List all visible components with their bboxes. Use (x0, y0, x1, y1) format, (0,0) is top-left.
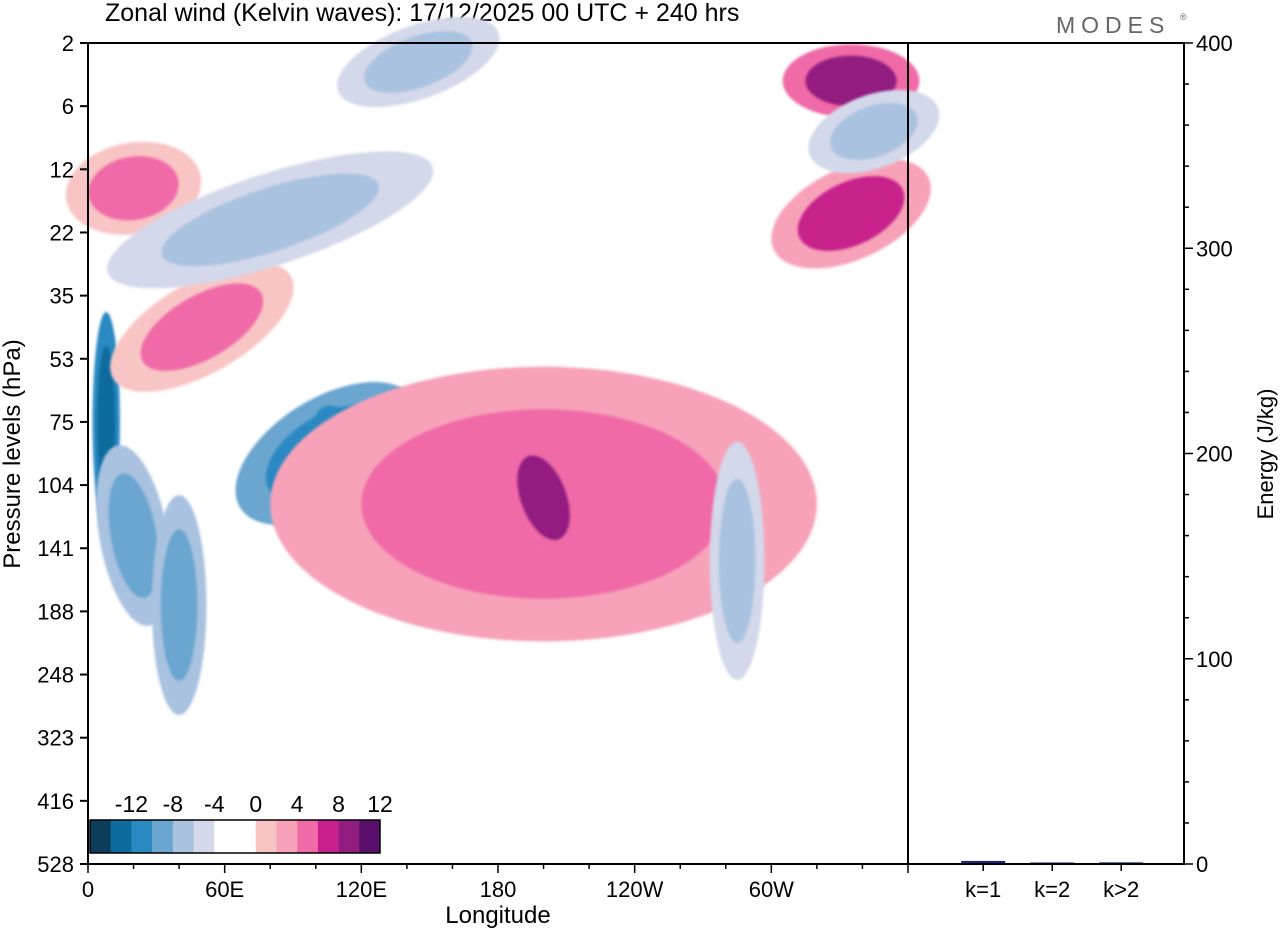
colorbar-swatch (235, 820, 257, 853)
pressure-tick-label: 104 (37, 473, 74, 498)
pressure-tick-label: 35 (50, 284, 74, 309)
energy-panel: k=1 k=2 k>2 0 100 200 300 400 (907, 31, 1233, 902)
energy-tick-label: 0 (1196, 852, 1208, 877)
contour-core-2 (160, 529, 198, 681)
pressure-tick-label: 6 (62, 94, 74, 119)
longitude-tick-label: 60E (205, 877, 244, 902)
colorbar-swatch (193, 820, 215, 853)
colorbar-swatch (131, 820, 153, 853)
colorbar-label: 4 (291, 791, 304, 817)
contour-layer (65, 16, 940, 715)
pressure-tick-label: 188 (37, 599, 74, 624)
energy-bars: k=1 k=2 k>2 (961, 860, 1144, 902)
colorbar-swatch (172, 820, 194, 853)
energy-tick-label: 300 (1196, 236, 1233, 261)
longitude-tick-label: 120W (606, 877, 664, 902)
contour-core-1 (108, 473, 159, 598)
longitude-tick-label: 180 (480, 877, 517, 902)
energy-frame (907, 42, 1185, 865)
longitude-pressure-panel: -12 -8 -4 0 4 8 12 2 6 12 22 35 53 75 104 141 188 248 323… (37, 16, 940, 902)
contour-core-7 (718, 478, 756, 643)
brand-logo: MODES (1056, 12, 1170, 38)
pressure-axis: 2 6 12 22 35 53 75 104 141 188 248 323 416 528 (37, 31, 88, 877)
contour-core-9 (88, 156, 179, 221)
colorbar-swatch (359, 820, 381, 853)
colorbar-swatch (152, 820, 174, 853)
pressure-tick-label: 323 (37, 726, 74, 751)
colorbar-label: -12 (115, 791, 148, 817)
energy-bar-label: k>2 (1103, 877, 1139, 902)
energy-tick-label: 400 (1196, 31, 1233, 56)
longitude-axis: 0 60E 120E 180 120W 60W (82, 864, 909, 902)
brand-registered-mark: ® (1180, 12, 1187, 22)
energy-bar (961, 860, 1006, 864)
pressure-tick-label: 416 (37, 789, 74, 814)
energy-bar-label: k=2 (1034, 877, 1070, 902)
colorbar: -12 -8 -4 0 4 8 12 (89, 791, 393, 854)
energy-bar-label: k=1 (965, 877, 1001, 902)
longitude-tick-label: 0 (82, 877, 94, 902)
pressure-tick-label: 528 (37, 852, 74, 877)
colorbar-frame (89, 819, 381, 854)
colorbar-label: 8 (332, 791, 345, 817)
y-axis-label: Pressure levels (hPa) (0, 339, 26, 568)
pressure-tick-label: 248 (37, 663, 74, 688)
colorbar-label: 0 (249, 791, 262, 817)
energy-axis-label: Energy (J/kg) (1253, 389, 1278, 520)
energy-axis: 0 100 200 300 400 (1184, 31, 1233, 877)
pressure-tick-label: 12 (50, 157, 74, 182)
colorbar-label: -8 (163, 791, 183, 817)
longitude-tick-label: 60W (749, 877, 794, 902)
colorbar-swatch (317, 820, 339, 853)
x-axis-label: Longitude (445, 902, 550, 929)
colorbar-swatch (297, 820, 319, 853)
pressure-tick-label: 141 (37, 536, 74, 561)
pressure-tick-label: 53 (50, 347, 74, 372)
colorbar-swatch (90, 820, 112, 853)
colorbar-swatch (338, 820, 360, 853)
pressure-tick-label: 22 (50, 220, 74, 245)
energy-tick-label: 200 (1196, 442, 1233, 467)
longitude-tick-label: 120E (336, 877, 387, 902)
contour-core-13 (161, 173, 379, 267)
contour-core-10 (797, 176, 905, 251)
contour-core-8 (140, 283, 264, 371)
colorbar-label: -4 (204, 791, 225, 817)
colorbar-swatch (214, 820, 236, 853)
contour-core-14 (830, 103, 918, 160)
colorbar-swatch (276, 820, 298, 853)
pressure-tick-label: 2 (62, 31, 74, 56)
colorbar-swatch (110, 820, 132, 853)
contour-core-12 (364, 31, 473, 93)
contour-core-6 (517, 455, 570, 540)
pressure-tick-label: 75 (50, 410, 74, 435)
colorbar-label: 12 (367, 791, 393, 817)
colorbar-swatch (255, 820, 277, 853)
energy-tick-label: 100 (1196, 647, 1233, 672)
